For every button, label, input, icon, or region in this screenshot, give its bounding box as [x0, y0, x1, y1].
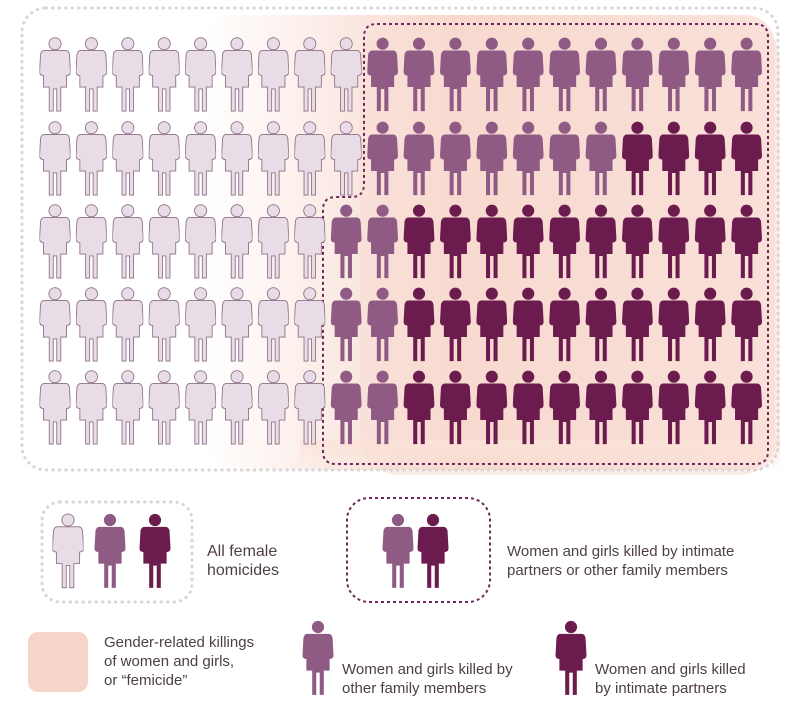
female-figure-icon [112, 121, 144, 196]
female-figure-icon [39, 37, 71, 112]
female-figure-icon [75, 370, 107, 445]
female-figure-icon [382, 513, 414, 588]
female-figure-icon [148, 121, 180, 196]
legend-partners-family-border [346, 497, 491, 603]
female-figure-icon [39, 287, 71, 362]
female-figure-icon [75, 287, 107, 362]
female-figure-icon [302, 620, 334, 695]
female-figure-icon [75, 37, 107, 112]
legend-other-family-label: Women and girls killed by other family m… [342, 661, 513, 697]
legend-intimate-label: Women and girls killed by intimate partn… [595, 661, 746, 697]
female-figure-icon [417, 513, 449, 588]
legend-femicide-label: Gender-related killings of women and gir… [104, 634, 255, 689]
female-figure-icon [112, 287, 144, 362]
female-figure-icon [39, 121, 71, 196]
female-figure-icon [148, 370, 180, 445]
female-figure-icon [555, 620, 587, 695]
female-figure-icon [148, 37, 180, 112]
female-figure-icon [139, 513, 171, 588]
legend-femicide-swatch [28, 632, 88, 692]
female-figure-icon [52, 513, 84, 589]
female-figure-icon [112, 370, 144, 445]
female-figure-icon [39, 204, 71, 279]
legend-all-female-border [40, 500, 194, 604]
female-figure-icon [148, 204, 180, 279]
female-figure-icon [112, 37, 144, 112]
female-figure-icon [75, 204, 107, 279]
female-figure-icon [39, 370, 71, 445]
female-figure-icon [148, 287, 180, 362]
female-figure-icon [94, 513, 126, 588]
legend-partners-family-label: Women and girls killed by intimate partn… [507, 543, 735, 579]
female-figure-icon [112, 204, 144, 279]
legend-all-female-label: All female homicides [207, 543, 280, 579]
female-figure-icon [75, 121, 107, 196]
partners-family-border [322, 23, 769, 465]
